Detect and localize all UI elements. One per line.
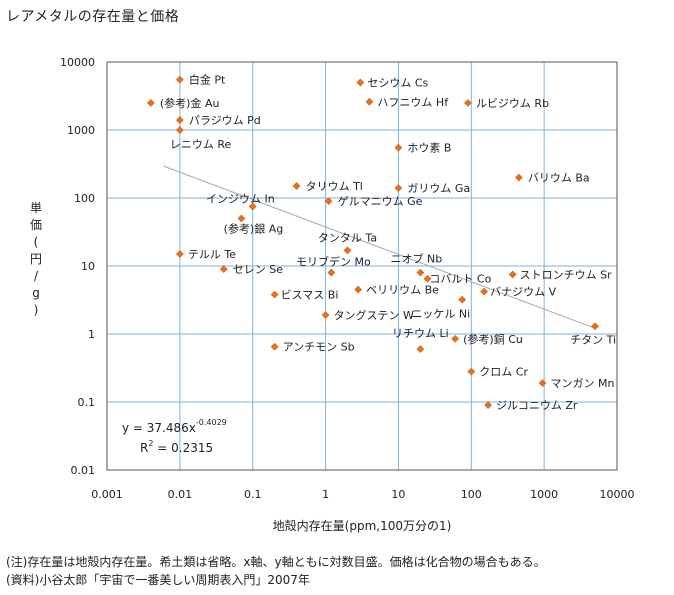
y-tick-label: 10000 <box>60 56 95 69</box>
data-point-marker <box>458 295 467 304</box>
data-point-marker <box>343 246 352 255</box>
footnote-note: (注)存在量は地殻内存在量。希土類は省略。x軸、y軸ともに対数目盛。価格は化合物… <box>6 555 546 569</box>
data-point-marker <box>237 214 246 223</box>
data-point-marker <box>484 401 493 410</box>
data-point-label: タンタル Ta <box>318 231 377 244</box>
x-tick-label: 10000 <box>600 488 635 501</box>
data-point-label: バリウム Ba <box>528 172 590 185</box>
data-point-marker <box>270 290 279 299</box>
data-point-marker <box>175 250 184 258</box>
data-point-marker <box>423 274 432 283</box>
data-point-label: セレン Se <box>233 263 283 276</box>
trend-line <box>163 165 596 329</box>
data-point-label: アンチモン Sb <box>283 341 355 354</box>
data-points <box>146 75 600 410</box>
y-axis-label: 単価(円/g) <box>30 201 42 317</box>
y-tick-label: 10 <box>81 260 95 273</box>
data-point-marker <box>175 126 184 134</box>
data-point-label: ゲルマニウム Ge <box>338 195 423 208</box>
x-tick-label: 0.01 <box>168 488 193 501</box>
data-point-label: テルル Te <box>188 248 236 261</box>
data-point-label: チタン Ti <box>570 333 616 346</box>
y-tick-label: 1 <box>88 328 95 341</box>
data-point-label: 白金 Pt <box>189 73 226 87</box>
x-axis-label: 地殻内存在量(ppm,100万分の1) <box>273 519 452 533</box>
plot-frame <box>106 61 618 471</box>
data-point-marker <box>538 379 547 387</box>
data-point-label: ビスマス Bi <box>281 289 339 302</box>
data-point-marker <box>175 116 184 125</box>
y-tick-label: 0.1 <box>78 396 96 409</box>
x-tick-label: 1 <box>322 488 329 501</box>
data-point-label: ハフニウム Hf <box>377 96 449 109</box>
y-tick-label: 1000 <box>67 124 95 137</box>
data-point-label: ニッケル Ni <box>411 308 470 321</box>
data-point-label: コバルト Co <box>429 273 491 286</box>
regression-equation: y = 37.486x-0.4029 <box>122 418 227 435</box>
data-point-marker <box>292 182 301 190</box>
data-point-marker <box>270 342 279 351</box>
x-tick-labels: 0.001 0.01 0.1 1 10 100 1000 10000 <box>91 488 634 501</box>
data-point-label: セシウム Cs <box>367 76 428 89</box>
data-point-marker <box>146 98 155 107</box>
data-point-label: (参考)銀 Ag <box>224 221 284 235</box>
data-point-marker <box>175 75 184 84</box>
data-point-label: リチウム Li <box>392 327 449 340</box>
data-point-marker <box>463 98 472 107</box>
data-point-label: ストロンチウム Sr <box>520 268 612 281</box>
data-point-label: ガリウム Ga <box>407 182 470 195</box>
data-point-label: インジウム In <box>206 192 275 205</box>
data-point-label: タングステン W <box>334 308 414 322</box>
data-point-marker <box>467 367 476 376</box>
data-point-marker <box>416 345 425 354</box>
data-point-marker <box>394 143 403 152</box>
data-point-marker <box>321 311 330 319</box>
page-title: レアメタルの存在量と価格 <box>6 9 180 25</box>
data-point-label: ニオブ Nb <box>391 252 443 266</box>
data-point-marker <box>451 334 460 343</box>
data-point-label: (参考)銅 Cu <box>463 332 523 346</box>
footnote-source: (資料)小谷太郎「宇宙で一番美しい周期表入門」2007年 <box>6 573 310 587</box>
data-point-marker <box>356 78 365 87</box>
data-point-marker <box>480 287 489 296</box>
data-point-label: マンガン Mn <box>551 377 615 390</box>
data-point-marker <box>354 285 363 294</box>
data-point-marker <box>324 197 333 206</box>
data-point-label: ホウ素 B <box>407 142 451 155</box>
data-point-marker <box>327 268 336 277</box>
data-point-label: バナジウム V <box>490 286 556 299</box>
x-tick-label: 1000 <box>530 488 558 501</box>
data-point-label: ルビジウム Rb <box>476 97 549 110</box>
point-labels: 白金 Pt (参考)金 Au パラジウム Pd レニウム Re セシウム Cs ハフニウム… <box>160 73 616 412</box>
data-point-marker <box>394 184 403 193</box>
data-point-label: モリブデン Mo <box>296 255 371 269</box>
y-tick-labels: 10000 1000 100 10 1 0.1 0.01 <box>60 56 95 477</box>
data-point-label: ジルコニウム Zr <box>496 399 578 412</box>
data-point-marker <box>514 173 523 182</box>
data-point-label: レニウム Re <box>170 138 232 151</box>
data-point-marker <box>219 265 228 274</box>
x-tick-label: 10 <box>391 488 405 501</box>
data-point-label: ベリリウム Be <box>366 284 439 297</box>
x-tick-label: 0.001 <box>91 488 123 501</box>
x-tick-label: 100 <box>461 488 482 501</box>
y-tick-label: 0.01 <box>71 464 96 477</box>
data-point-marker <box>416 268 425 277</box>
y-tick-label: 100 <box>74 192 95 205</box>
data-point-marker <box>508 270 517 279</box>
r-squared: R2 = 0.2315 <box>140 439 213 455</box>
data-point-label: (参考)金 Au <box>160 96 220 110</box>
data-point-marker <box>248 202 257 211</box>
data-point-label: クロム Cr <box>479 366 528 379</box>
data-point-label: タリウム Tl <box>306 180 363 193</box>
data-point-marker <box>591 322 600 331</box>
data-point-label: パラジウム Pd <box>189 114 261 127</box>
x-tick-label: 0.1 <box>244 488 262 501</box>
data-point-marker <box>365 97 374 106</box>
